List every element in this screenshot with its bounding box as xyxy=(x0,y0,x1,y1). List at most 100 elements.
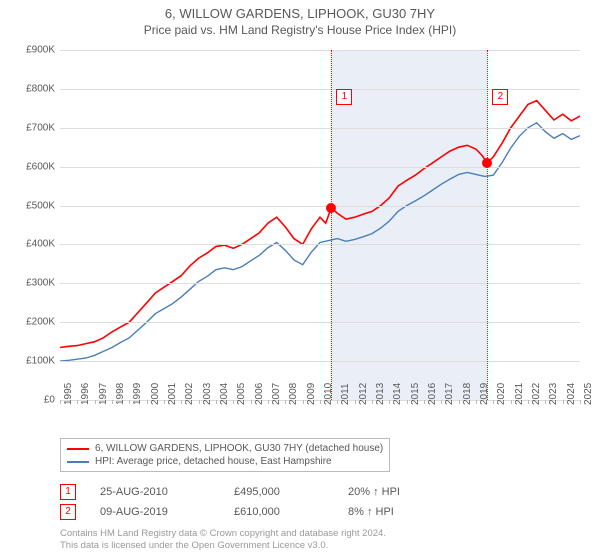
transaction-row: 1 25-AUG-2010 £495,000 20% ↑ HPI xyxy=(60,482,400,502)
y-axis-label: £200K xyxy=(26,317,55,328)
x-tick xyxy=(251,400,252,404)
x-axis-label: 2011 xyxy=(340,383,351,405)
marker-vline xyxy=(487,50,488,400)
x-tick xyxy=(147,400,148,404)
gridline-y xyxy=(60,322,580,323)
y-axis-label: £900K xyxy=(26,45,55,56)
x-tick xyxy=(129,400,130,404)
chart-title: 6, WILLOW GARDENS, LIPHOOK, GU30 7HY xyxy=(0,0,600,21)
x-tick xyxy=(493,400,494,404)
transaction-price: £495,000 xyxy=(234,486,324,498)
x-axis-label: 2015 xyxy=(410,383,421,405)
x-tick xyxy=(199,400,200,404)
legend-swatch xyxy=(67,448,89,450)
gridline-y xyxy=(60,283,580,284)
gridline-y xyxy=(60,128,580,129)
x-axis-label: 2021 xyxy=(514,383,525,405)
x-axis-label: 2006 xyxy=(254,383,265,405)
series-line xyxy=(60,123,580,361)
x-axis-label: 2001 xyxy=(167,383,178,405)
x-axis-label: 2023 xyxy=(548,383,559,405)
x-tick xyxy=(181,400,182,404)
x-tick xyxy=(459,400,460,404)
footer-attribution: Contains HM Land Registry data © Crown c… xyxy=(60,528,386,552)
x-tick xyxy=(216,400,217,404)
y-axis-label: £800K xyxy=(26,83,55,94)
x-axis-label: 2024 xyxy=(566,383,577,405)
x-axis-label: 1995 xyxy=(63,383,74,405)
x-tick xyxy=(563,400,564,404)
x-tick xyxy=(441,400,442,404)
x-tick xyxy=(580,400,581,404)
x-tick xyxy=(389,400,390,404)
x-axis-label: 2000 xyxy=(150,383,161,405)
x-axis-label: 2022 xyxy=(531,383,542,405)
x-axis-label: 2005 xyxy=(236,383,247,405)
x-axis-label: 2009 xyxy=(306,383,317,405)
x-tick xyxy=(303,400,304,404)
gridline-y xyxy=(60,50,580,51)
x-tick xyxy=(528,400,529,404)
transaction-index: 2 xyxy=(60,504,76,520)
transaction-date: 25-AUG-2010 xyxy=(100,486,210,498)
transaction-row: 2 09-AUG-2019 £610,000 8% ↑ HPI xyxy=(60,502,400,522)
x-tick xyxy=(95,400,96,404)
gridline-y xyxy=(60,361,580,362)
marker-vline xyxy=(331,50,332,400)
y-axis-label: £0 xyxy=(44,395,55,406)
y-axis-label: £500K xyxy=(26,200,55,211)
transaction-price: £610,000 xyxy=(234,506,324,518)
x-axis-label: 2016 xyxy=(427,383,438,405)
legend-label: 6, WILLOW GARDENS, LIPHOOK, GU30 7HY (de… xyxy=(95,443,383,454)
y-axis-label: £600K xyxy=(26,161,55,172)
x-axis-label: 2020 xyxy=(496,383,507,405)
x-tick xyxy=(112,400,113,404)
x-axis-label: 1998 xyxy=(115,383,126,405)
transaction-index: 1 xyxy=(60,484,76,500)
y-axis-label: £700K xyxy=(26,122,55,133)
x-tick xyxy=(407,400,408,404)
x-tick xyxy=(268,400,269,404)
marker-dot xyxy=(326,203,336,213)
x-tick xyxy=(545,400,546,404)
marker-callout: 1 xyxy=(336,89,352,105)
y-axis-label: £300K xyxy=(26,278,55,289)
x-tick xyxy=(164,400,165,404)
legend: 6, WILLOW GARDENS, LIPHOOK, GU30 7HY (de… xyxy=(60,438,390,472)
footer-line-1: Contains HM Land Registry data © Crown c… xyxy=(60,528,386,540)
x-axis-label: 1996 xyxy=(80,383,91,405)
chart-subtitle: Price paid vs. HM Land Registry's House … xyxy=(0,21,600,41)
legend-swatch xyxy=(67,461,89,463)
y-axis-label: £400K xyxy=(26,239,55,250)
x-tick xyxy=(77,400,78,404)
x-tick xyxy=(511,400,512,404)
x-axis-label: 2008 xyxy=(288,383,299,405)
y-axis-label: £100K xyxy=(26,356,55,367)
x-tick xyxy=(476,400,477,404)
x-axis-label: 2002 xyxy=(184,383,195,405)
gridline-y xyxy=(60,206,580,207)
x-tick xyxy=(355,400,356,404)
marker-dot xyxy=(482,158,492,168)
chart-container: 6, WILLOW GARDENS, LIPHOOK, GU30 7HY Pri… xyxy=(0,0,600,560)
x-axis-label: 2004 xyxy=(219,383,230,405)
legend-item: 6, WILLOW GARDENS, LIPHOOK, GU30 7HY (de… xyxy=(67,442,383,455)
x-axis-label: 1997 xyxy=(98,383,109,405)
transactions-table: 1 25-AUG-2010 £495,000 20% ↑ HPI 2 09-AUG-201… xyxy=(60,482,400,522)
series-line xyxy=(60,101,580,348)
transaction-delta: 20% ↑ HPI xyxy=(348,486,400,498)
transaction-delta: 8% ↑ HPI xyxy=(348,506,394,518)
x-axis-label: 2007 xyxy=(271,383,282,405)
plot-area: £0£100K£200K£300K£400K£500K£600K£700K£80… xyxy=(60,50,580,400)
transaction-date: 09-AUG-2019 xyxy=(100,506,210,518)
x-tick xyxy=(424,400,425,404)
gridline-y xyxy=(60,244,580,245)
x-axis-label: 1999 xyxy=(132,383,143,405)
x-axis-label: 2025 xyxy=(583,383,594,405)
gridline-y xyxy=(60,167,580,168)
x-tick xyxy=(337,400,338,404)
x-axis-label: 2013 xyxy=(375,383,386,405)
x-axis-label: 2012 xyxy=(358,383,369,405)
x-tick xyxy=(233,400,234,404)
x-tick xyxy=(60,400,61,404)
